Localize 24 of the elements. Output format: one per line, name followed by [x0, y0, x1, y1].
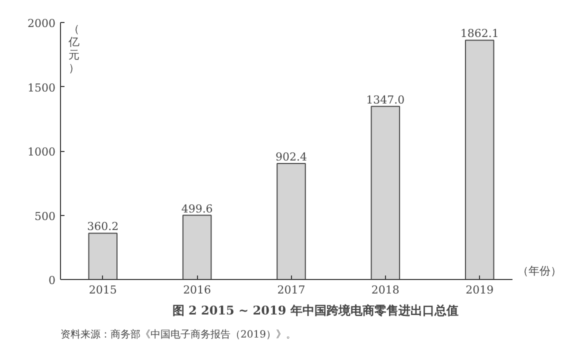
y-tick-label: 1500	[28, 81, 56, 94]
x-tick-label: 2018	[371, 284, 400, 296]
bar	[464, 40, 494, 280]
text: 资料来源：商务部《中国电子商务报告（2019）》。	[60, 328, 296, 340]
y-tick-label: 0	[48, 274, 56, 287]
x-axis-title: （年份）	[517, 264, 562, 278]
data-label: 499.6	[181, 202, 213, 216]
y-tick-label: 2000	[28, 17, 56, 30]
x-tick-label: 2015	[88, 284, 117, 296]
data-label: 1347.0	[366, 93, 405, 106]
x-tick-label: 2016	[183, 284, 212, 296]
bar	[182, 214, 212, 280]
data-label: 1862.1	[460, 27, 499, 40]
y-tick-label: 1000	[28, 146, 56, 158]
data-label: 902.4	[276, 150, 307, 164]
y-tick-label: 500	[34, 210, 56, 223]
data-label: 360.2	[87, 220, 119, 234]
x-tick-label: 2019	[466, 284, 494, 296]
bar	[370, 106, 400, 280]
bar	[276, 163, 306, 280]
bar	[88, 232, 118, 280]
x-tick-label: 2017	[277, 284, 306, 296]
y-axis-title: （亿元）	[68, 22, 80, 74]
text: 图 2 2015 ~ 2019 年中国跨境电商零售进出口总值	[172, 304, 458, 318]
